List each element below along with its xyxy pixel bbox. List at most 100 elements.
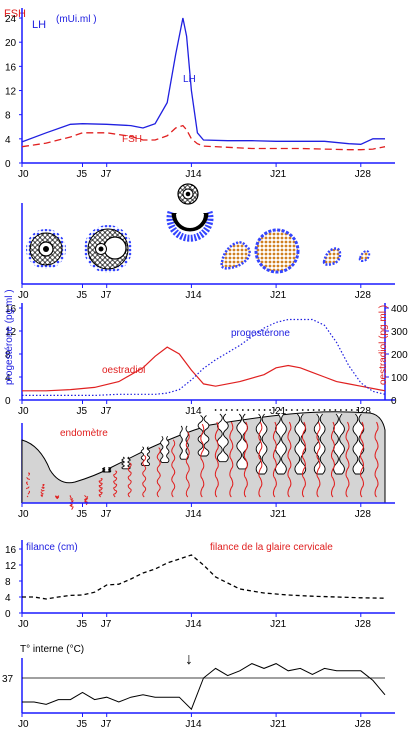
secretion-dot <box>334 409 337 411</box>
day-label-j5: J5 <box>77 719 88 730</box>
endometrium-panel: endomètre J0 J5 J7 J14 J21 J28 <box>18 409 395 520</box>
legend-lh: LH <box>32 19 46 31</box>
temperature-panel: T° interne (°C) 37 ↓ J0 J5 J7 J14 J21 J28 <box>2 644 395 730</box>
secretion-dot <box>290 409 293 411</box>
spiral-artery <box>301 421 306 498</box>
secretion-dot <box>274 409 277 411</box>
spiral-artery <box>214 421 219 498</box>
y-tick-label-left: 12 <box>5 327 17 338</box>
follicle-primary <box>26 229 66 269</box>
day-label-j5: J5 <box>77 169 88 180</box>
y-tick-label-left: 4 <box>5 373 11 384</box>
day-label-j14: J14 <box>185 619 202 630</box>
temperature-axis-label: T° interne (°C) <box>20 644 84 655</box>
spiral-artery <box>84 495 89 506</box>
oestradiol-curve <box>22 346 386 392</box>
day-labels: J0 J5 J7 J14 J21 J28 <box>18 284 371 301</box>
steroid-panel: 16 12 8 4 0 400 300 200 100 0 progestérone (pg.ml… <box>4 289 408 417</box>
y-axis-ticks: 16 12 8 4 0 400 300 200 100 0 <box>5 304 408 407</box>
corpus-luteum-early <box>220 241 251 270</box>
y-tick-label-right: 300 <box>391 327 408 338</box>
y-tick-label: 24 <box>5 14 17 25</box>
secretion-dot <box>214 409 217 411</box>
day-label-j0: J0 <box>18 406 29 417</box>
spiral-artery <box>113 470 118 498</box>
secretion-dot <box>236 409 239 411</box>
day-labels: J0 J5 J7 J14 J21 J28 <box>18 503 371 520</box>
spiral-artery <box>185 431 190 498</box>
y-axis-ticks: 16 12 8 4 0 <box>5 545 22 620</box>
progesterone-label: progestérone <box>231 328 290 339</box>
day-label-j28: J28 <box>355 169 372 180</box>
y-tick-label: 0 <box>5 159 11 170</box>
day-label-j7: J7 <box>101 509 112 520</box>
spiral-artery <box>360 421 365 498</box>
day-label-j14: J14 <box>185 290 202 301</box>
day-label-j7: J7 <box>101 290 112 301</box>
spiral-artery <box>287 421 292 498</box>
spiral-artery <box>171 439 176 498</box>
day-label-j28: J28 <box>355 509 372 520</box>
ovulation-arrow: ↓ <box>185 651 193 668</box>
spiral-artery <box>330 421 335 498</box>
day-label-j28: J28 <box>355 719 372 730</box>
y-tick-label-left: 8 <box>5 350 11 361</box>
legend-fsh: FSH <box>4 8 26 20</box>
follicle-ovulation <box>166 183 214 242</box>
day-label-j21: J21 <box>270 290 287 301</box>
day-labels: J0 J5 J7 J14 J21 J28 <box>18 713 371 730</box>
day-label-j21: J21 <box>270 719 287 730</box>
gland <box>333 413 345 475</box>
secretion-dot <box>285 409 288 411</box>
secretion-dot <box>231 409 233 411</box>
gland <box>160 435 170 463</box>
secretion-dot <box>241 409 244 411</box>
day-label-j0: J0 <box>18 509 29 520</box>
y-axis-ticks: 24 20 16 12 8 4 0 <box>5 8 23 170</box>
y-tick-label-right: 100 <box>391 373 408 384</box>
oestradiol-label: oestradiol <box>102 365 145 376</box>
spiral-artery <box>258 421 263 498</box>
secretion-dot <box>258 409 261 411</box>
secretion-dot <box>312 409 315 411</box>
progesterone-axis-label: progestérone (pg.ml ) <box>4 289 15 385</box>
y-tick-label: 12 <box>5 561 17 572</box>
spiral-artery <box>55 495 60 500</box>
spiral-artery <box>316 421 321 498</box>
y-tick-label-right: 400 <box>391 304 408 315</box>
y-tick-label: 16 <box>5 62 17 73</box>
secretion-dot <box>296 409 299 411</box>
corpus-albicans <box>358 249 371 263</box>
lh-curve-label: LH <box>183 74 196 85</box>
secretion-dot <box>301 409 304 411</box>
day-label-j21: J21 <box>270 509 287 520</box>
endometrium-label: endomètre <box>60 428 108 439</box>
ovary-panel: J0 J5 J7 J14 J21 J28 <box>18 183 395 301</box>
day-label-j0: J0 <box>18 290 29 301</box>
lh-curve <box>21 17 385 145</box>
spiral-arteries <box>26 421 379 510</box>
gland <box>179 425 189 460</box>
fsh-curve <box>21 124 386 151</box>
y-tick-label-right: 200 <box>391 350 408 361</box>
secretion-dot <box>339 409 342 411</box>
y-tick-label: 20 <box>5 38 17 49</box>
spiral-artery <box>40 484 45 498</box>
mucus-title: filance de la glaire cervicale <box>210 542 333 553</box>
y-tick-label: 12 <box>5 87 17 98</box>
secretion-dot <box>307 409 310 411</box>
day-label-j14: J14 <box>185 719 202 730</box>
corpus-luteum <box>254 228 300 274</box>
spiral-artery <box>200 423 205 498</box>
temperature-curve <box>22 663 386 711</box>
gland <box>102 467 112 473</box>
gland <box>217 413 229 463</box>
day-label-j21: J21 <box>270 619 287 630</box>
secretion-dot <box>225 409 228 411</box>
secretion-dot <box>350 409 353 411</box>
secretion-dots <box>214 409 359 411</box>
day-label-j14: J14 <box>185 509 202 520</box>
secretion-dot <box>318 409 320 411</box>
day-label-j5: J5 <box>77 509 88 520</box>
gland <box>121 456 131 470</box>
